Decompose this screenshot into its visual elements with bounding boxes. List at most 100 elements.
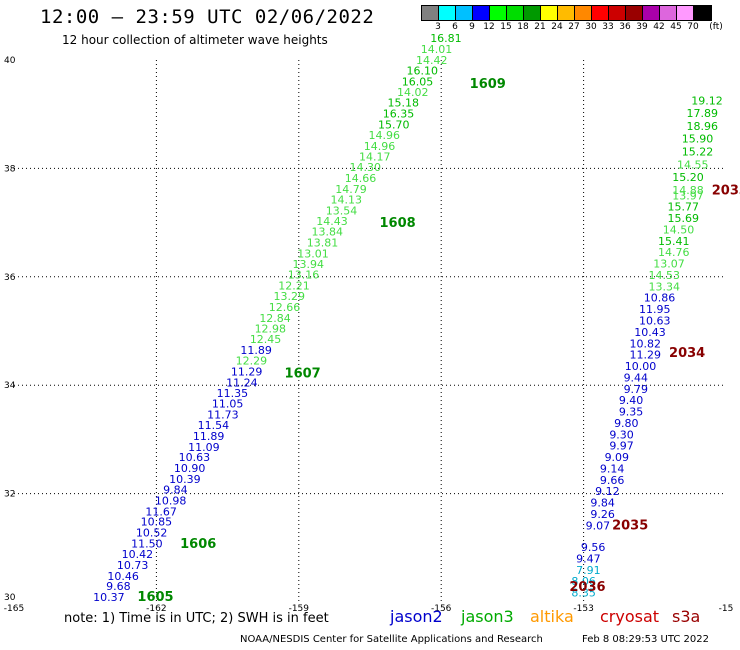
swh-data-label: 9.26 [590, 508, 615, 521]
legend-tick-label: 9 [469, 22, 475, 32]
swh-data-label: 9.79 [624, 383, 649, 396]
swh-data-label: 9.84 [163, 484, 188, 497]
swh-data-label: 10.00 [625, 360, 657, 373]
track-time-label: 1609 [470, 77, 506, 92]
legend-swatch [677, 6, 694, 20]
legend-tick-label: 70 [687, 22, 699, 32]
swh-data-label: 10.86 [644, 292, 676, 305]
swh-data-label: 9.84 [590, 497, 615, 510]
y-tick-label: 40 [4, 56, 16, 66]
legend-tick-label: 24 [551, 22, 563, 32]
legend-tick-label: 45 [670, 22, 682, 32]
swh-data-label: 14.42 [416, 54, 448, 67]
swh-data-label: 14.43 [316, 215, 348, 228]
x-tick-label: -15 [719, 604, 734, 614]
swh-data-label: 9.47 [576, 552, 601, 565]
swh-data-label: 14.76 [658, 246, 690, 259]
swh-data-label: 10.90 [174, 462, 206, 475]
swh-data-label: 11.29 [231, 365, 263, 378]
swh-data-label: 14.55 [677, 158, 709, 171]
legend-tick-label: 18 [517, 22, 529, 32]
legend-sat-jason2: jason2 [390, 607, 443, 626]
swh-data-label: 16.10 [406, 65, 438, 78]
track-time-label: 1605 [137, 590, 173, 605]
track-time-label: 2033 [712, 183, 740, 198]
legend-swatch [626, 6, 643, 20]
swh-data-label: 15.41 [658, 235, 690, 248]
swh-data-label: 11.29 [630, 349, 662, 362]
swh-data-label: 11.05 [212, 397, 244, 410]
legend-swatch [439, 6, 456, 20]
swh-data-label: 11.24 [226, 376, 258, 389]
swh-data-label: 9.56 [581, 541, 606, 554]
swh-data-label: 12.29 [236, 355, 268, 368]
legend-tick-label: 30 [585, 22, 597, 32]
legend-sat-altika: altika [530, 607, 574, 626]
swh-data-label: 14.02 [397, 86, 429, 99]
swh-data-label: 15.77 [668, 201, 700, 214]
swh-data-label: 12.66 [269, 301, 301, 314]
swh-data-label: 16.35 [383, 107, 415, 120]
legend-sat-cryosat: cryosat [600, 607, 660, 626]
swh-data-label: 8.35 [571, 587, 596, 600]
swh-data-label: 11.35 [217, 387, 249, 400]
x-tick-label: -159 [289, 604, 310, 614]
legend-tick-label: 27 [568, 22, 580, 32]
swh-data-label: 10.46 [107, 570, 139, 583]
swh-data-label: 10.39 [169, 473, 201, 486]
swh-data-label: 7.91 [576, 564, 601, 577]
legend-swatch [422, 6, 439, 20]
swh-data-label: 15.18 [387, 97, 419, 110]
swh-data-label: 11.89 [193, 430, 225, 443]
swh-data-label: 11.95 [639, 303, 671, 316]
swh-data-label: 14.01 [421, 43, 453, 56]
legend-tick-label: 6 [452, 22, 458, 32]
swh-data-label: 14.13 [331, 194, 363, 207]
swh-data-label: 9.66 [600, 474, 625, 487]
swh-data-label: 9.40 [619, 394, 644, 407]
legend-swatch [609, 6, 626, 20]
page-subtitle: 12 hour collection of altimeter wave hei… [62, 33, 328, 47]
legend-swatch [490, 6, 507, 20]
swh-data-label: 18.96 [687, 120, 719, 133]
swh-data-label: 10.42 [122, 548, 154, 561]
swh-data-label: 9.14 [600, 462, 625, 475]
legend-swatch [456, 6, 473, 20]
swh-data-label: 10.85 [141, 516, 173, 529]
swh-data-label: 10.43 [634, 326, 666, 339]
swh-data-label: 9.80 [614, 417, 639, 430]
legend-swatch [592, 6, 609, 20]
swh-data-label: 13.29 [274, 290, 306, 303]
swh-data-label: 13.97 [672, 189, 704, 202]
swh-data-label: 14.79 [335, 183, 367, 196]
swh-data-label: 13.07 [653, 258, 685, 271]
legend-unit: (ft) [709, 22, 723, 32]
legend-swatch [558, 6, 575, 20]
swh-data-label: 13.81 [307, 236, 339, 249]
y-tick-label: 36 [4, 273, 16, 283]
legend-tick-label: 39 [636, 22, 648, 32]
swh-data-label: 16.05 [402, 75, 434, 88]
swh-data-label: 8.06 [571, 575, 596, 588]
swh-data-label: 14.53 [649, 269, 681, 282]
swh-data-label: 9.68 [106, 580, 131, 593]
swh-data-label: 9.97 [609, 440, 634, 453]
legend-sat-jason3: jason3 [461, 607, 514, 626]
legend-swatch [660, 6, 677, 20]
swh-data-label: 11.09 [188, 441, 220, 454]
track-time-label: 2035 [612, 518, 648, 533]
track-time-label: 1607 [285, 367, 321, 382]
footer-timestamp: Feb 8 08:29:53 UTC 2022 [582, 634, 709, 645]
swh-data-label: 15.20 [672, 171, 704, 184]
swh-data-label: 10.52 [136, 526, 168, 539]
legend-swatch [694, 6, 711, 20]
swh-data-label: 10.82 [630, 337, 662, 350]
legend-tick-label: 15 [500, 22, 512, 32]
swh-data-label: 14.88 [672, 184, 704, 197]
swh-data-label: 11.67 [145, 505, 177, 518]
swh-data-label: 15.22 [682, 145, 714, 158]
swh-data-label: 13.54 [326, 204, 358, 217]
track-time-label: 2034 [669, 346, 705, 361]
swh-data-label: 19.12 [691, 94, 723, 107]
swh-data-label: 14.30 [350, 161, 382, 174]
